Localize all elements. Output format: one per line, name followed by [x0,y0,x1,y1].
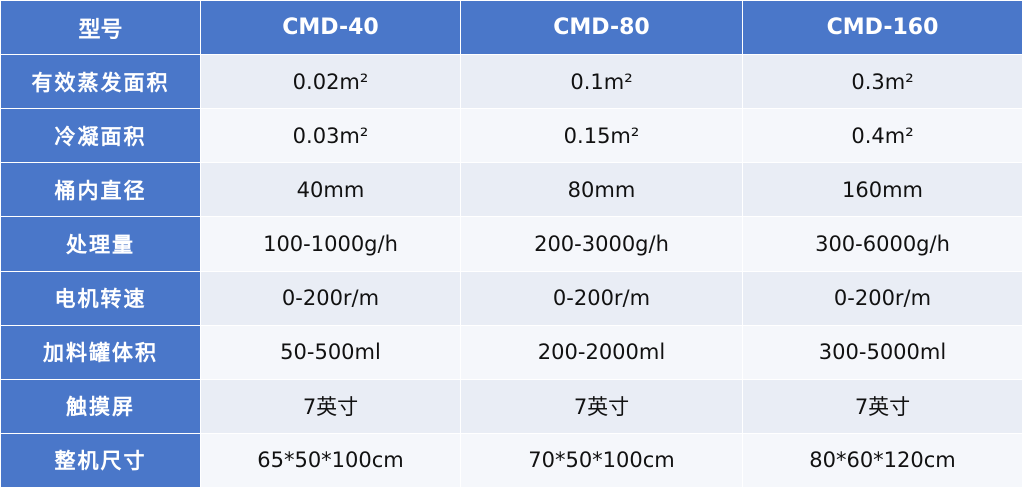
table-row: 加料罐体积 50-500ml 200-2000ml 300-5000ml [0,324,1022,380]
table-cell: 0.03m² [200,108,461,164]
table-cell: 0-200r/m [742,270,1022,326]
table-cell: 80*60*120cm [742,432,1022,488]
table-cell: 0.15m² [460,108,743,164]
row-label: 整机尺寸 [0,432,201,488]
table-cell: 7英寸 [460,378,743,434]
table-cell: 0.02m² [200,53,461,110]
row-label: 触摸屏 [0,378,201,434]
table-cell: 7英寸 [742,378,1022,434]
table-cell: 0.1m² [460,53,743,110]
table-cell: 0.3m² [742,53,1022,110]
table-row: 整机尺寸 65*50*100cm 70*50*100cm 80*60*120cm [0,432,1022,488]
table-row: 电机转速 0-200r/m 0-200r/m 0-200r/m [0,270,1022,326]
table-cell: 0-200r/m [200,270,461,326]
table-body: 有效蒸发面积 0.02m² 0.1m² 0.3m² 冷凝面积 0.03m² 0.15m² 0.… [0,53,1022,488]
table-row: 处理量 100-1000g/h 200-3000g/h 300-6000g/h [0,216,1022,272]
table-cell: 300-6000g/h [742,216,1022,272]
table-cell: 70*50*100cm [460,432,743,488]
table-cell: 0.4m² [742,108,1022,164]
table-row: 冷凝面积 0.03m² 0.15m² 0.4m² [0,108,1022,164]
row-label: 加料罐体积 [0,324,201,380]
row-label: 冷凝面积 [0,108,201,164]
table-cell: 0-200r/m [460,270,743,326]
row-label: 桶内直径 [0,162,201,218]
table-cell: 80mm [460,162,743,218]
row-label: 有效蒸发面积 [0,53,201,110]
table-cell: 200-2000ml [460,324,743,380]
table-cell: 300-5000ml [742,324,1022,380]
table-cell: 100-1000g/h [200,216,461,272]
row-label: 电机转速 [0,270,201,326]
table-cell: 40mm [200,162,461,218]
table-cell: 50-500ml [200,324,461,380]
header-cell: CMD-40 [200,0,461,55]
table-row: 触摸屏 7英寸 7英寸 7英寸 [0,378,1022,434]
table-cell: 160mm [742,162,1022,218]
row-label: 处理量 [0,216,201,272]
header-cell: CMD-160 [742,0,1022,55]
table-row: 有效蒸发面积 0.02m² 0.1m² 0.3m² [0,53,1022,110]
table-cell: 200-3000g/h [460,216,743,272]
table-cell: 65*50*100cm [200,432,461,488]
table-row: 桶内直径 40mm 80mm 160mm [0,162,1022,218]
header-cell: CMD-80 [460,0,743,55]
header-cell: 型号 [0,0,201,55]
table-cell: 7英寸 [200,378,461,434]
header-row: 型号 CMD-40 CMD-80 CMD-160 [0,0,1022,55]
